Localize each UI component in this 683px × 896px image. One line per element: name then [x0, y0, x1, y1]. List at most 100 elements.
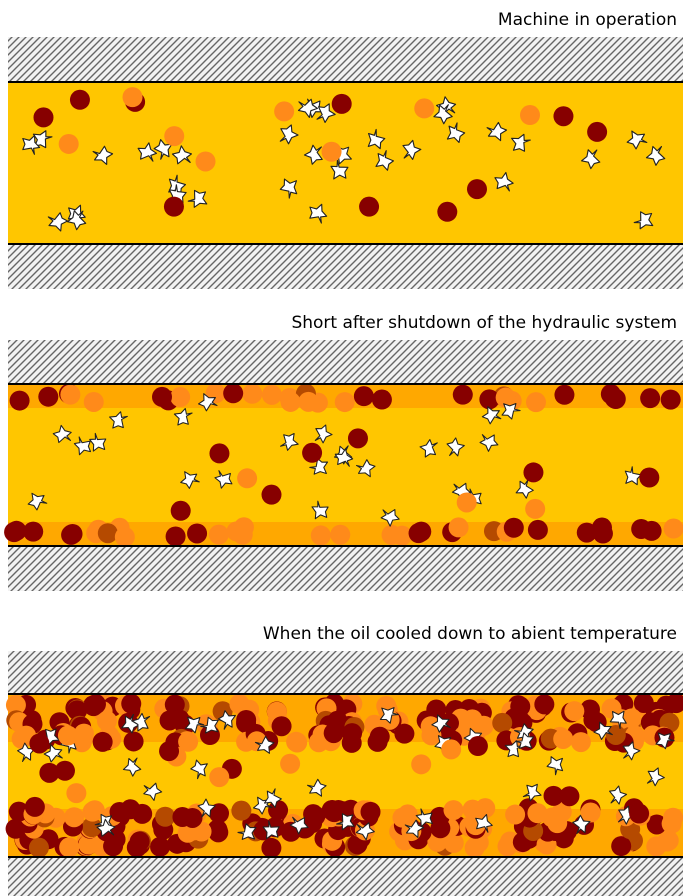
orange-deposit-icon [274, 101, 295, 122]
dark-red-deposit-icon [543, 785, 564, 806]
dark-red-deposit-icon [39, 762, 60, 783]
orange-deposit-icon [321, 141, 342, 162]
dark-red-deposit-icon [467, 736, 488, 757]
orange-deposit-icon [421, 725, 442, 746]
orange-deposit-icon [658, 830, 679, 851]
dark-red-deposit-icon [587, 121, 608, 142]
orange-deposit-icon [551, 801, 572, 822]
dark-red-deposit-icon [109, 801, 130, 822]
orange-deposit-icon [414, 98, 435, 119]
brown-deposit-icon [97, 523, 118, 544]
dark-red-deposit-icon [534, 694, 555, 715]
orange-deposit-icon [287, 732, 308, 753]
dark-red-deposit-icon [629, 803, 650, 824]
panel-machine-in-operation [8, 37, 683, 289]
orange-deposit-icon [381, 524, 402, 545]
brown-deposit-icon [28, 837, 49, 858]
dark-red-deposit-icon [639, 467, 660, 488]
orange-deposit-icon [330, 524, 351, 545]
dark-red-deposit-icon [208, 822, 229, 843]
dark-red-deposit-icon [223, 383, 244, 404]
dark-red-deposit-icon [640, 388, 661, 409]
orange-deposit-icon [233, 517, 254, 538]
upper-wall [8, 340, 683, 384]
orange-deposit-icon [570, 732, 591, 753]
orange-deposit-icon [663, 807, 683, 828]
dark-red-deposit-icon [324, 802, 345, 823]
orange-deposit-icon [663, 518, 683, 539]
dark-red-deposit-icon [182, 807, 203, 828]
dark-red-deposit-icon [342, 723, 363, 744]
orange-deposit-icon [60, 384, 81, 405]
dark-red-deposit-icon [67, 700, 88, 721]
panel-cooled-down [5, 651, 683, 896]
upper-wall [8, 651, 683, 694]
orange-deposit-icon [334, 392, 355, 413]
dark-red-deposit-icon [69, 89, 90, 110]
brown-deposit-icon [81, 817, 102, 838]
orange-deposit-icon [84, 800, 105, 821]
panel-title-cooled: When the oil cooled down to abient tempe… [263, 624, 677, 644]
brown-deposit-icon [492, 712, 513, 733]
dark-red-deposit-icon [592, 523, 613, 544]
orange-deposit-icon [464, 837, 485, 858]
dark-red-deposit-icon [165, 526, 186, 547]
dark-red-deposit-icon [305, 805, 326, 826]
dark-red-deposit-icon [151, 386, 172, 407]
dark-red-deposit-icon [576, 522, 597, 543]
orange-deposit-icon [525, 392, 546, 413]
dark-red-deposit-icon [85, 694, 106, 715]
dark-red-deposit-icon [187, 523, 208, 544]
dark-red-deposit-icon [92, 731, 113, 752]
orange-deposit-icon [280, 753, 301, 774]
dark-red-deposit-icon [466, 179, 487, 200]
orange-deposit-icon [5, 695, 26, 716]
dark-red-deposit-icon [360, 801, 381, 822]
orange-deposit-icon [441, 739, 462, 760]
dark-red-deposit-icon [62, 523, 83, 544]
dark-red-deposit-icon [54, 760, 75, 781]
orange-deposit-icon [57, 725, 78, 746]
dark-red-deposit-icon [437, 201, 458, 222]
orange-deposit-icon [580, 802, 601, 823]
orange-deposit-icon [11, 728, 32, 749]
orange-deposit-icon [397, 804, 418, 825]
dark-red-deposit-icon [633, 693, 654, 714]
dark-red-deposit-icon [553, 106, 574, 127]
orange-deposit-icon [443, 800, 464, 821]
orange-deposit-icon [242, 383, 263, 404]
dark-red-deposit-icon [323, 723, 344, 744]
dark-red-deposit-icon [9, 390, 30, 411]
lower-wall [8, 546, 683, 591]
orange-deposit-icon [195, 151, 216, 172]
panel-after-shutdown [4, 340, 683, 591]
dark-red-deposit-icon [479, 389, 500, 410]
dark-red-deposit-icon [150, 836, 171, 857]
dark-red-deposit-icon [394, 723, 415, 744]
upper-wall [8, 37, 683, 82]
dark-red-deposit-icon [24, 796, 45, 817]
orange-deposit-icon [178, 731, 199, 752]
dark-red-deposit-icon [554, 384, 575, 405]
orange-deposit-icon [505, 804, 526, 825]
dark-red-deposit-icon [646, 814, 667, 835]
orange-deposit-icon [520, 105, 541, 126]
orange-deposit-icon [564, 701, 585, 722]
dark-red-deposit-icon [331, 93, 352, 114]
orange-deposit-icon [495, 387, 516, 408]
orange-deposit-icon [64, 807, 85, 828]
dark-red-deposit-icon [163, 196, 184, 217]
dark-red-deposit-icon [123, 731, 144, 752]
orange-deposit-icon [164, 126, 185, 147]
dark-red-deposit-icon [353, 386, 374, 407]
dark-red-deposit-icon [126, 837, 147, 858]
dark-red-deposit-icon [559, 786, 580, 807]
orange-deposit-icon [553, 728, 574, 749]
dark-red-deposit-icon [411, 521, 432, 542]
lower-wall [8, 244, 683, 289]
panel-title-operation: Machine in operation [498, 10, 677, 30]
dark-red-deposit-icon [527, 519, 548, 540]
dark-red-deposit-icon [503, 517, 524, 538]
dark-red-deposit-icon [369, 726, 390, 747]
dark-red-deposit-icon [452, 384, 473, 405]
